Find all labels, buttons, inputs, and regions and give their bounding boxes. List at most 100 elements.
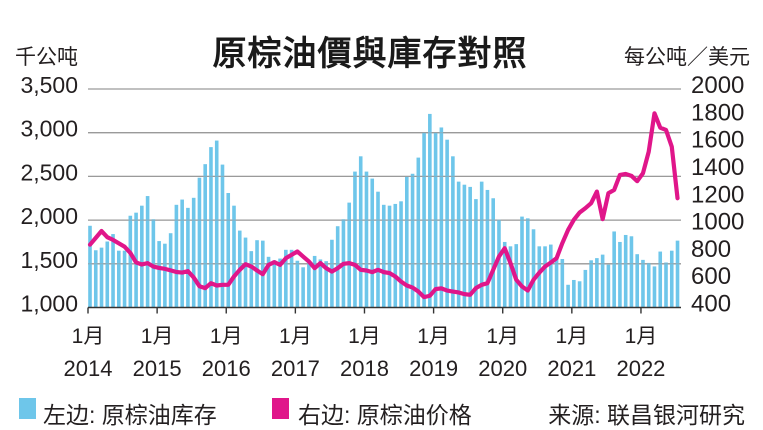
y-right-tick-label: 600: [691, 263, 731, 290]
inventory-bar: [273, 260, 277, 307]
inventory-bar: [653, 266, 657, 307]
inventory-bar: [393, 204, 397, 308]
inventory-bar: [417, 158, 421, 308]
inventory-bar: [457, 182, 461, 308]
inventory-bar: [376, 192, 380, 308]
inventory-bar: [296, 261, 300, 308]
inventory-bar: [180, 200, 184, 308]
x-tick-month-label: 1月: [279, 325, 312, 348]
inventory-bar: [463, 185, 467, 308]
inventory-bar: [635, 254, 639, 307]
inventory-bar: [601, 255, 605, 308]
inventory-bar: [445, 140, 449, 308]
inventory-bar: [105, 242, 109, 308]
inventory-bar: [543, 246, 547, 307]
x-axis: [88, 308, 681, 314]
inventory-bar: [572, 280, 576, 308]
inventory-bar: [232, 206, 236, 308]
inventory-bar: [618, 242, 622, 308]
inventory-bar: [486, 190, 490, 308]
y-axis-right-unit: 每公吨／美元: [624, 41, 750, 71]
inventory-bar: [399, 201, 403, 307]
inventory-bar: [641, 260, 645, 308]
inventory-bar: [624, 235, 628, 308]
y-left-tick-label: 2,000: [20, 203, 78, 229]
inventory-bar: [353, 172, 357, 308]
inventory-bar: [607, 265, 611, 308]
x-tick-year-label: 2015: [133, 356, 182, 381]
inventory-bar: [347, 203, 351, 308]
inventory-bar: [226, 193, 230, 307]
inventory-bar: [526, 218, 530, 307]
x-tick-month-label: 1月: [348, 325, 381, 348]
inventory-bar: [388, 206, 392, 308]
x-tick-year-label: 2017: [271, 356, 320, 381]
y-left-tick-label: 2,500: [20, 159, 78, 185]
inventory-bar: [290, 250, 294, 308]
inventory-bar: [359, 156, 363, 307]
chart-title: 原棕油價與庫存對照: [200, 26, 540, 75]
inventory-bar: [215, 141, 219, 308]
inventory-bar: [664, 262, 668, 307]
y-left-tick-label: 3,000: [20, 116, 78, 142]
inventory-bar: [186, 208, 190, 308]
inventory-bar: [658, 252, 662, 308]
inventory-bar: [555, 258, 559, 308]
x-tick-month-label: 1月: [417, 325, 450, 348]
x-tick-month-label: 1月: [486, 325, 519, 348]
x-tick-month-label: 1月: [141, 325, 174, 348]
x-tick-year-label: 2022: [616, 356, 665, 381]
inventory-bar: [249, 251, 253, 307]
inventory-bar: [630, 236, 634, 307]
inventory-bar: [370, 179, 374, 308]
y-right-tick-label: 1400: [691, 154, 744, 181]
x-tick-year-label: 2014: [64, 356, 113, 381]
inventory-bar: [549, 245, 553, 308]
y-left-tick-label: 1,500: [20, 247, 78, 273]
inventory-bar: [157, 241, 161, 307]
inventory-bar: [520, 217, 524, 308]
inventory-bar: [647, 263, 651, 308]
x-axis-labels: 1月20141月20151月20161月20171月20181月20191月20…: [64, 325, 666, 381]
inventory-bar: [670, 251, 674, 308]
x-tick-month-label: 1月: [555, 325, 588, 348]
source-note: 来源: 联昌银河研究: [548, 396, 745, 430]
inventory-bar: [94, 250, 98, 307]
legend-label-inventory: 左边: 原棕油库存: [43, 396, 217, 430]
x-tick-year-label: 2021: [547, 356, 596, 381]
inventory-bar: [561, 259, 565, 308]
legend-label-price: 右边: 原棕油价格: [298, 396, 472, 430]
inventory-bar: [244, 238, 248, 308]
inventory-bar: [595, 258, 599, 307]
inventory-bar: [612, 231, 616, 307]
inventory-bar: [301, 267, 305, 307]
y-right-tick-label: 1600: [691, 127, 744, 154]
y-right-tick-label: 1200: [691, 181, 744, 208]
inventory-bar: [566, 285, 570, 308]
x-tick-year-label: 2016: [202, 356, 251, 381]
y-right-tick-label: 400: [691, 291, 731, 318]
inventory-bar: [451, 156, 455, 307]
inventory-bar: [111, 234, 115, 307]
inventory-bar: [440, 127, 444, 307]
x-tick-year-label: 2019: [409, 356, 458, 381]
inventory-bar: [589, 260, 593, 307]
inventory-bars: [88, 114, 679, 308]
legend-swatch-price: [272, 398, 289, 419]
inventory-bar: [100, 248, 104, 308]
inventory-bar: [123, 251, 127, 308]
inventory-bar: [584, 270, 588, 308]
inventory-bar: [255, 240, 259, 307]
x-tick-year-label: 2020: [478, 356, 527, 381]
x-tick-month-label: 1月: [72, 325, 105, 348]
y-left-tick-label: 1,000: [20, 291, 78, 317]
x-tick-month-label: 1月: [210, 325, 243, 348]
inventory-bar: [578, 281, 582, 307]
inventory-bar: [676, 241, 680, 308]
inventory-bar: [480, 182, 484, 308]
y-right-tick-label: 2000: [691, 72, 744, 99]
inventory-bar: [129, 216, 133, 308]
